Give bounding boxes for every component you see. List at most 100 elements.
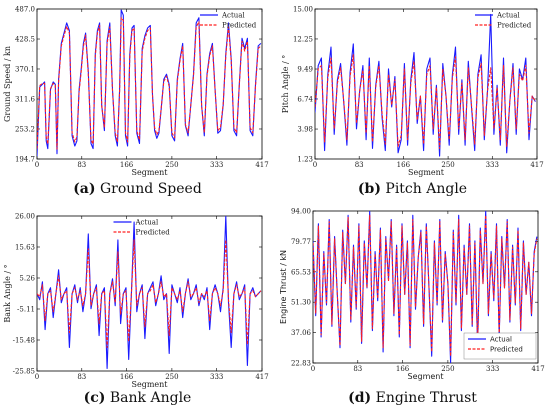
y-tick-label: 5.26 <box>19 275 35 283</box>
series-group <box>315 13 536 157</box>
y-tick-label: 37.06 <box>291 329 312 337</box>
x-tick-label: 417 <box>255 161 268 169</box>
caption-letter: (a) <box>73 181 96 197</box>
y-axis-label: Pitch Angle / ° <box>281 55 290 113</box>
y-tick-label: 79.77 <box>291 238 311 246</box>
y-tick-label: -15.48 <box>13 337 35 345</box>
legend-label-predicted: Predicted <box>222 22 257 30</box>
y-tick-label: 51.30 <box>291 299 311 307</box>
series-actual-line <box>315 13 536 157</box>
y-tick-label: 9.49 <box>297 66 313 74</box>
chart-ground-speed: 194.7 253.2 311.6 370.1 428.5 487.0 0 83 166 250 3… <box>3 6 269 178</box>
y-tick-label: 253.2 <box>15 125 35 133</box>
y-axis-label: Ground Speed / kn <box>3 46 12 122</box>
x-tick-label: 166 <box>120 373 134 381</box>
x-tick-label: 0 <box>313 161 317 169</box>
x-tick-label: 83 <box>353 365 362 373</box>
legend: Actual Predicted <box>113 219 171 237</box>
legend-label-predicted: Predicted <box>136 229 171 237</box>
series-predicted-line <box>37 17 262 150</box>
caption-ground-speed: (a) Ground Speed <box>0 181 275 197</box>
x-tick-label: 83 <box>77 373 86 381</box>
x-tick-label: 0 <box>35 161 39 169</box>
series-group <box>313 211 538 363</box>
caption-letter: (d) <box>348 390 372 406</box>
chart-engine-thrust: 22.83 37.06 51.30 65.53 79.77 94.00 0 83 166 250 3… <box>279 208 545 382</box>
series-predicted-line <box>315 54 536 149</box>
x-tick-label: 83 <box>77 161 86 169</box>
x-axis-label: Segment <box>408 372 444 381</box>
x-tick-label: 417 <box>531 365 544 373</box>
caption-text: Ground Speed <box>99 181 202 197</box>
y-tick-label: 6.74 <box>297 95 313 103</box>
caption-text: Pitch Angle <box>385 181 468 197</box>
y-axis-label: Bank Angle / ° <box>3 264 12 322</box>
panel-engine-thrust: 22.83 37.06 51.30 65.53 79.77 94.00 0 83 166 250 3… <box>275 205 550 387</box>
y-tick-label: 15.00 <box>293 6 313 14</box>
x-tick-label: 333 <box>486 365 499 373</box>
legend-label-actual: Actual <box>135 219 159 227</box>
legend-box <box>463 332 537 360</box>
series-group <box>37 216 262 370</box>
y-tick-label: 370.1 <box>15 65 35 73</box>
panel-bank-angle: -25.85 -15.48 -5.11 5.26 15.63 26.00 0 83 166 250… <box>0 205 275 390</box>
panel-pitch-angle: 1.23 3.98 6.74 9.49 12.25 15.00 0 83 166 250 333 41… <box>275 0 550 178</box>
x-axis-label: Segment <box>131 380 168 389</box>
y-tick-label: 65.53 <box>291 268 311 276</box>
legend-label-actual: Actual <box>496 12 520 20</box>
y-tick-label: 428.5 <box>15 36 35 44</box>
x-tick-label: 166 <box>397 161 411 169</box>
x-tick-label: 250 <box>165 161 178 169</box>
x-tick-label: 333 <box>210 161 223 169</box>
y-tick-label: 94.00 <box>291 208 311 216</box>
legend: Actual Predicted <box>475 12 532 30</box>
y-tick-label: -5.11 <box>17 306 35 314</box>
plot-frame <box>312 210 539 364</box>
caption-text: Engine Thrust <box>375 390 477 406</box>
x-tick-label: 333 <box>486 161 499 169</box>
y-tick-label: 487.0 <box>15 6 35 14</box>
x-tick-label: 166 <box>396 365 410 373</box>
legend-label-actual: Actual <box>221 12 245 20</box>
x-tick-label: 0 <box>311 365 315 373</box>
legend: Actual Predicted <box>463 332 537 360</box>
y-tick-label: 3.98 <box>297 126 313 134</box>
x-tick-label: 250 <box>441 161 454 169</box>
plot-frame <box>36 8 263 160</box>
x-tick-label: 417 <box>530 161 543 169</box>
series-actual-line <box>37 216 262 370</box>
y-tick-label: 15.63 <box>15 244 35 252</box>
panel-ground-speed: 194.7 253.2 311.6 370.1 428.5 487.0 0 83 166 250 3… <box>0 0 275 178</box>
legend: Actual Predicted <box>200 12 257 30</box>
caption-text: Bank Angle <box>109 390 192 406</box>
series-predicted-line <box>37 239 262 349</box>
y-axis-label: Engine Thrust / kN <box>279 250 288 324</box>
y-tick-label: 1.23 <box>297 156 313 164</box>
x-tick-label: 166 <box>120 161 134 169</box>
y-tick-label: 22.83 <box>291 360 311 368</box>
y-tick-label: 311.6 <box>15 96 36 104</box>
legend-label-predicted: Predicted <box>490 346 523 354</box>
caption-letter: (c) <box>83 390 106 406</box>
x-tick-label: 250 <box>441 365 454 373</box>
caption-engine-thrust: (d) Engine Thrust <box>275 390 550 406</box>
x-tick-label: 250 <box>165 373 178 381</box>
legend-label-predicted: Predicted <box>497 22 532 30</box>
x-tick-label: 0 <box>35 373 39 381</box>
plot-frame <box>36 215 263 372</box>
caption-pitch-angle: (b) Pitch Angle <box>275 181 550 197</box>
chart-bank-angle: -25.85 -15.48 -5.11 5.26 15.63 26.00 0 83 166 250… <box>3 213 269 390</box>
legend-label-actual: Actual <box>490 336 512 344</box>
series-predicted-line <box>313 214 538 357</box>
x-tick-label: 83 <box>355 161 364 169</box>
caption-letter: (b) <box>357 181 381 197</box>
x-tick-label: 333 <box>210 373 223 381</box>
plot-frame <box>314 8 538 160</box>
y-tick-label: 26.00 <box>15 213 35 221</box>
x-axis-label: Segment <box>408 168 445 177</box>
x-tick-label: 417 <box>255 373 268 381</box>
x-axis-label: Segment <box>131 168 168 177</box>
y-tick-label: 194.7 <box>15 156 35 164</box>
chart-pitch-angle: 1.23 3.98 6.74 9.49 12.25 15.00 0 83 166 250 333 41… <box>281 6 544 178</box>
